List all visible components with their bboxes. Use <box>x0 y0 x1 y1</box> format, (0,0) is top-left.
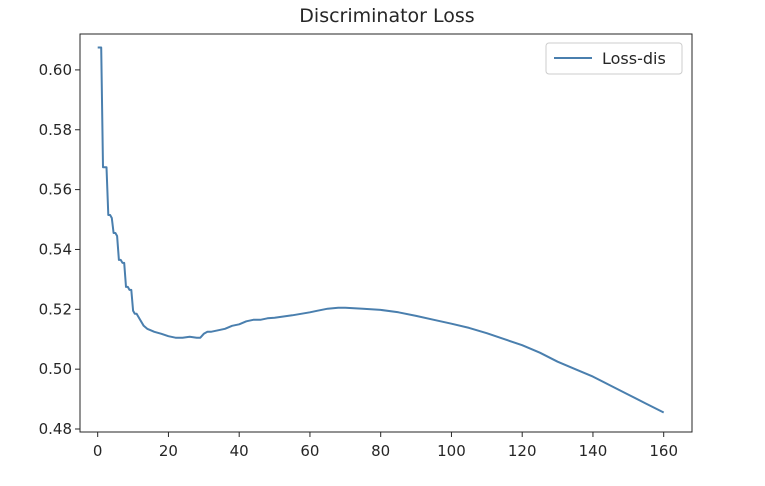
legend-label: Loss-dis <box>602 49 666 68</box>
x-tick-label: 40 <box>230 442 249 460</box>
y-tick-label: 0.58 <box>39 121 72 139</box>
x-tick-label: 20 <box>159 442 178 460</box>
chart-title: Discriminator Loss <box>299 5 474 27</box>
x-tick-label: 80 <box>371 442 390 460</box>
x-tick-label: 160 <box>649 442 678 460</box>
y-tick-label: 0.48 <box>39 420 72 438</box>
x-tick-label: 140 <box>579 442 608 460</box>
legend-box <box>545 42 683 75</box>
series-line-loss-dis <box>97 46 665 414</box>
axes-frame <box>79 33 693 433</box>
x-axis: 0 20 40 60 80 100 120 140 160 <box>93 432 678 460</box>
x-tick-label: 60 <box>300 442 319 460</box>
y-tick-label: 0.60 <box>39 61 72 79</box>
x-tick-label: 100 <box>437 442 466 460</box>
x-tick-label: 120 <box>508 442 537 460</box>
y-tick-label: 0.52 <box>39 300 72 318</box>
series-layer <box>97 46 665 414</box>
plot-area: 0.48 0.50 0.52 0.54 0.56 0.58 0.60 0 20 40 60 80 10… <box>39 33 693 460</box>
y-tick-label: 0.56 <box>39 181 72 199</box>
legend: Loss-dis <box>545 42 683 75</box>
y-tick-label: 0.54 <box>39 240 72 258</box>
x-tick-label: 0 <box>93 442 103 460</box>
y-axis: 0.48 0.50 0.52 0.54 0.56 0.58 0.60 <box>39 61 80 438</box>
y-tick-label: 0.50 <box>39 360 72 378</box>
